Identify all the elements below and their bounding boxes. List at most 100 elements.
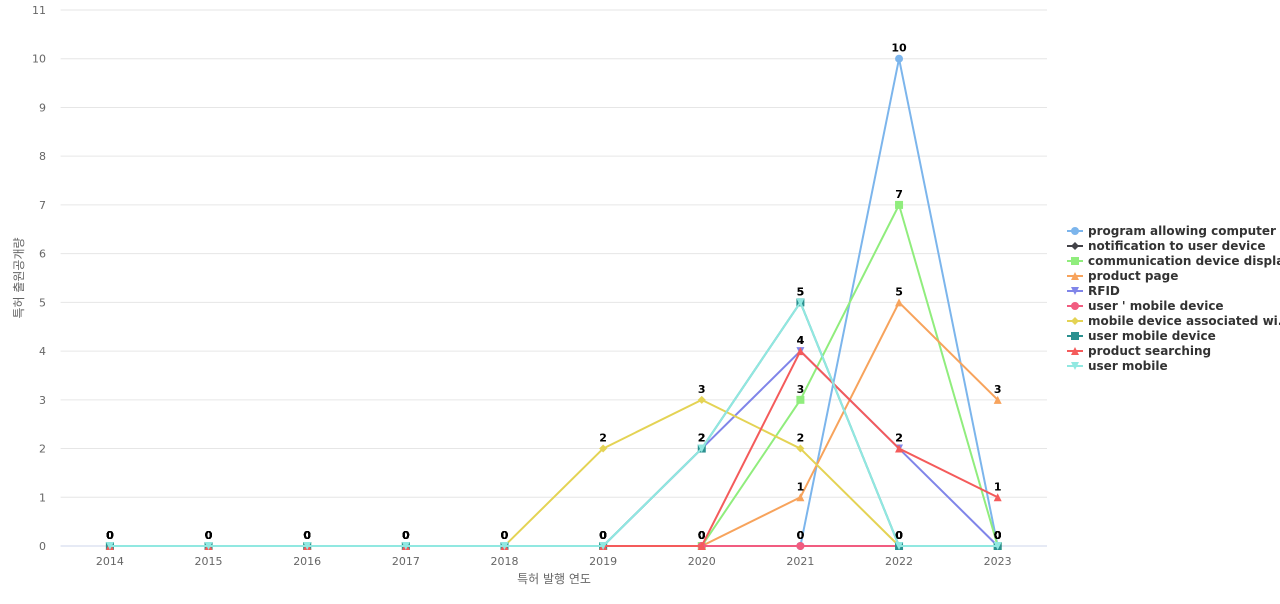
data-label: 0 <box>303 529 311 542</box>
data-label: 0 <box>895 529 903 542</box>
data-label: 0 <box>895 529 903 542</box>
x-tick-label: 2021 <box>786 555 814 568</box>
legend-label: program allowing computer <box>1088 224 1276 238</box>
data-label: 0 <box>106 529 114 542</box>
legend-label: product searching <box>1088 344 1211 358</box>
point <box>895 298 904 307</box>
data-label: 0 <box>895 529 903 542</box>
point <box>895 54 904 63</box>
data-label: 0 <box>205 529 213 542</box>
data-label: 1 <box>994 480 1002 493</box>
point <box>401 542 410 550</box>
data-label: 0 <box>106 529 114 542</box>
data-label: 0 <box>599 529 607 542</box>
y-tick-label: 1 <box>39 491 46 504</box>
data-label: 0 <box>303 529 311 542</box>
data-label: 0 <box>501 529 509 542</box>
data-label: 0 <box>501 529 509 542</box>
point <box>895 200 904 209</box>
data-label: 0 <box>895 529 903 542</box>
data-label: 0 <box>303 529 311 542</box>
series-line <box>109 202 999 547</box>
data-label: 0 <box>599 529 607 542</box>
point <box>796 298 805 307</box>
x-tick-label: 2022 <box>885 555 913 568</box>
x-tick-label: 2014 <box>96 555 124 568</box>
data-label: 0 <box>303 529 311 542</box>
data-label: 0 <box>994 529 1002 542</box>
point <box>599 444 608 453</box>
data-label: 0 <box>698 529 706 542</box>
legend-label: mobile device associated wi... <box>1088 314 1280 328</box>
point <box>993 493 1002 502</box>
y-tick-label: 10 <box>32 53 46 66</box>
legend-marker <box>1071 362 1079 370</box>
data-label: 10 <box>891 42 907 55</box>
data-label: 0 <box>402 529 410 542</box>
data-label: 0 <box>994 529 1002 542</box>
series-line <box>109 398 998 547</box>
y-tick-label: 2 <box>39 443 46 456</box>
legend-label: product page <box>1088 269 1178 283</box>
point <box>697 444 706 453</box>
data-label: 0 <box>205 529 213 542</box>
data-label: 0 <box>402 529 410 542</box>
point <box>303 542 312 550</box>
data-label: 0 <box>698 529 706 542</box>
data-label: 3 <box>797 383 805 396</box>
x-tick-label: 2016 <box>293 555 321 568</box>
data-label: 0 <box>797 529 805 542</box>
data-label: 0 <box>402 529 410 542</box>
series-line <box>109 300 998 547</box>
data-label: 0 <box>106 529 114 542</box>
data-label: 4 <box>797 334 805 347</box>
data-label: 5 <box>895 285 903 298</box>
data-label: 0 <box>402 529 410 542</box>
data-label: 0 <box>994 529 1002 542</box>
legend-marker <box>1071 227 1079 235</box>
data-label: 0 <box>994 529 1002 542</box>
y-tick-label: 9 <box>39 101 46 114</box>
y-axis-title: 특허 출원공개량 <box>12 237 26 318</box>
point <box>895 444 904 453</box>
data-label: 0 <box>698 529 706 542</box>
x-tick-label: 2023 <box>984 555 1012 568</box>
point <box>895 542 904 550</box>
legend-marker <box>1071 317 1079 325</box>
data-label: 0 <box>106 529 114 542</box>
data-label: 0 <box>205 529 213 542</box>
data-label: 0 <box>205 529 213 542</box>
data-label: 0 <box>599 529 607 542</box>
legend-marker <box>1071 332 1079 340</box>
data-label: 0 <box>205 529 213 542</box>
legend-marker <box>1071 347 1079 355</box>
data-label: 0 <box>599 529 607 542</box>
data-label: 2 <box>599 432 607 445</box>
legend-label: user mobile <box>1088 359 1168 373</box>
data-label: 0 <box>106 529 114 542</box>
data-label: 0 <box>303 529 311 542</box>
series-line <box>109 300 998 547</box>
point <box>697 542 706 550</box>
data-label: 0 <box>106 529 114 542</box>
data-label: 0 <box>106 529 114 542</box>
legend-marker <box>1071 257 1079 265</box>
legend-label: user ' mobile device <box>1088 299 1224 313</box>
data-label: 5 <box>797 285 805 298</box>
data-label: 0 <box>698 529 706 542</box>
data-label: 0 <box>501 529 509 542</box>
data-label: 0 <box>106 529 114 542</box>
point <box>697 395 706 404</box>
x-tick-label: 2018 <box>490 555 518 568</box>
x-axis-title: 특허 발행 연도 <box>517 571 591 586</box>
data-label: 7 <box>895 188 903 201</box>
data-label: 0 <box>303 529 311 542</box>
data-label: 0 <box>797 529 805 542</box>
y-tick-label: 7 <box>39 199 46 212</box>
data-label: 0 <box>501 529 509 542</box>
y-tick-label: 3 <box>39 394 46 407</box>
data-label: 0 <box>698 529 706 542</box>
data-label: 0 <box>106 529 114 542</box>
data-label: 2 <box>698 432 706 445</box>
